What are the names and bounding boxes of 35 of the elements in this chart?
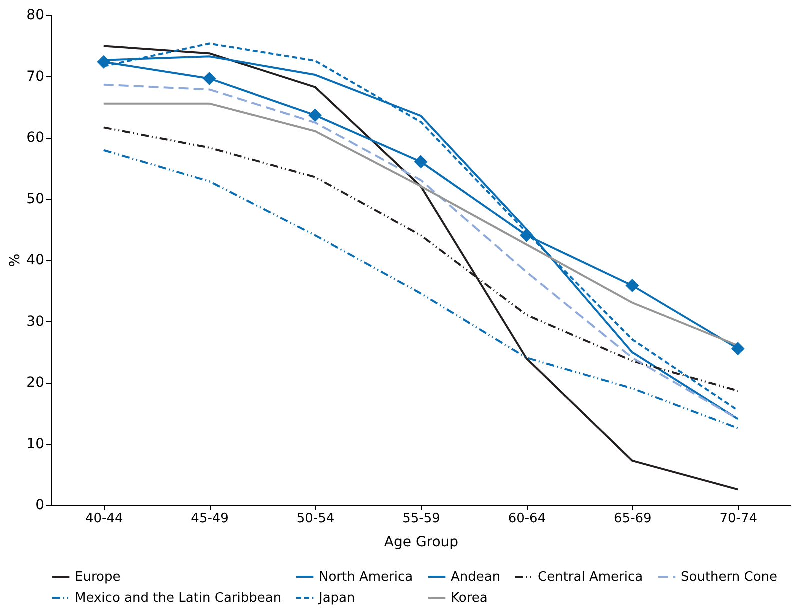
point bbox=[414, 155, 428, 169]
point bbox=[626, 279, 640, 292]
y-tick-label: 60 bbox=[26, 130, 44, 146]
y-tick-label: 80 bbox=[26, 8, 44, 24]
point bbox=[97, 55, 111, 69]
y-tick-label: 50 bbox=[26, 191, 44, 208]
y-tick-label: 20 bbox=[26, 375, 44, 391]
point bbox=[731, 342, 745, 356]
x-tick-label: 60-64 bbox=[508, 512, 546, 526]
y-axis-title: % bbox=[8, 254, 24, 268]
y-tick-label: 40 bbox=[26, 252, 44, 268]
legend-label: Europe bbox=[75, 570, 121, 585]
legend-label: Central America bbox=[538, 570, 644, 585]
legend-label: North America bbox=[319, 570, 414, 585]
x-tick-label: 50-54 bbox=[296, 512, 335, 526]
y-tick-label: 0 bbox=[36, 498, 44, 514]
point bbox=[520, 228, 534, 242]
y-tick-label: 30 bbox=[26, 314, 44, 330]
x-tick-label: 45-49 bbox=[191, 512, 229, 526]
line-series bbox=[102, 149, 740, 430]
legend-label: Korea bbox=[451, 591, 488, 606]
point bbox=[308, 108, 322, 122]
x-tick-label: 65-69 bbox=[614, 512, 652, 526]
y-tick-label: 70 bbox=[26, 68, 44, 85]
x-tick-label: 40-44 bbox=[85, 512, 124, 526]
legend-label: Andean bbox=[451, 570, 501, 585]
x-tick-label: 70-74 bbox=[720, 512, 758, 526]
x-tick-label: 55-59 bbox=[402, 512, 440, 526]
legend-label: Southern Cone bbox=[681, 570, 778, 585]
point bbox=[202, 72, 216, 86]
legend-label: Mexico and the Latin Caribbean bbox=[75, 591, 282, 606]
x-axis-title: Age Group bbox=[384, 534, 459, 550]
legend-label: Japan bbox=[318, 591, 356, 606]
line-series bbox=[102, 45, 740, 491]
y-tick-label: 10 bbox=[26, 436, 44, 452]
